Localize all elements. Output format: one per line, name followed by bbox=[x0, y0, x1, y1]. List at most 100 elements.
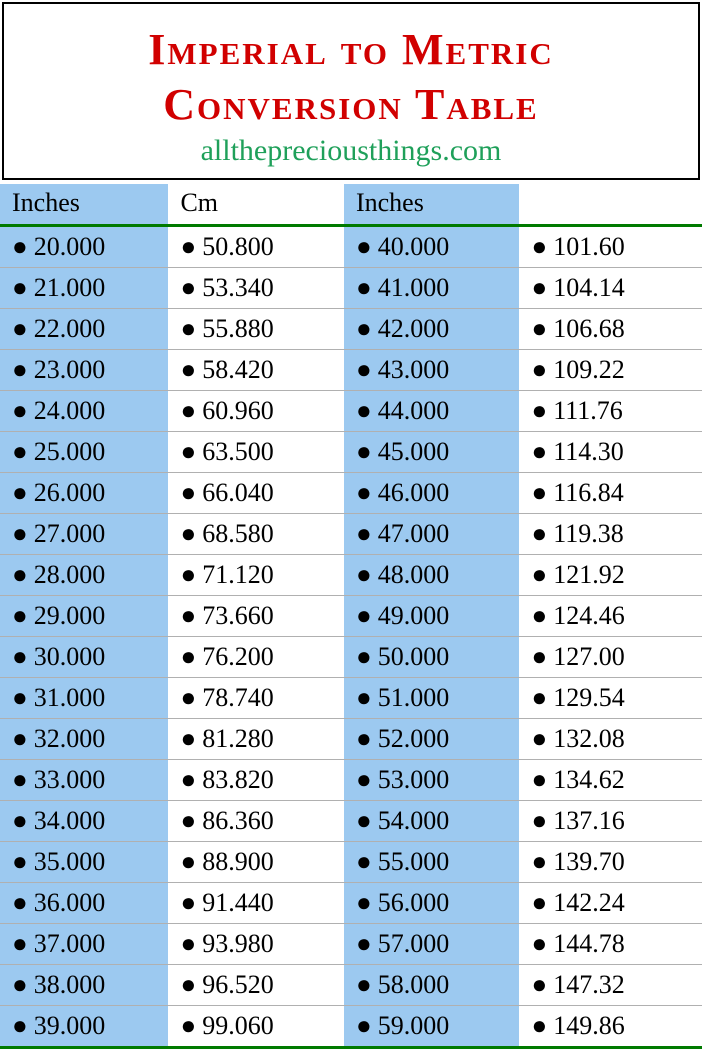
cell-value: 28.000 bbox=[34, 560, 106, 589]
bullet-icon: ● bbox=[356, 519, 372, 549]
bullet-icon: ● bbox=[356, 724, 372, 754]
table-cell: ●88.900 bbox=[168, 842, 344, 883]
cell-value: 88.900 bbox=[202, 847, 274, 876]
table-header: InchesCmInches bbox=[0, 184, 702, 226]
bullet-icon: ● bbox=[12, 765, 28, 795]
cell-value: 30.000 bbox=[34, 642, 106, 671]
cell-value: 78.740 bbox=[202, 683, 274, 712]
header-box: Imperial to Metric Conversion Table allt… bbox=[2, 2, 700, 180]
bullet-icon: ● bbox=[531, 724, 547, 754]
cell-value: 114.30 bbox=[553, 437, 624, 466]
bullet-icon: ● bbox=[531, 478, 547, 508]
bullet-icon: ● bbox=[12, 929, 28, 959]
cell-value: 109.22 bbox=[553, 355, 625, 384]
subtitle: allthepreciousthings.com bbox=[14, 134, 688, 168]
bullet-icon: ● bbox=[180, 478, 196, 508]
table-cell: ●25.000 bbox=[0, 432, 168, 473]
cell-value: 36.000 bbox=[34, 888, 106, 917]
table-row: ●30.000●76.200●50.000●127.00 bbox=[0, 637, 702, 678]
bullet-icon: ● bbox=[531, 765, 547, 795]
cell-value: 149.86 bbox=[553, 1011, 625, 1040]
cell-value: 99.060 bbox=[202, 1011, 274, 1040]
table-row: ●35.000●88.900●55.000●139.70 bbox=[0, 842, 702, 883]
cell-value: 49.000 bbox=[378, 601, 450, 630]
bullet-icon: ● bbox=[531, 437, 547, 467]
cell-value: 26.000 bbox=[34, 478, 106, 507]
cell-value: 33.000 bbox=[34, 765, 106, 794]
table-cell: ●57.000 bbox=[344, 924, 520, 965]
bullet-icon: ● bbox=[531, 519, 547, 549]
table-cell: ●39.000 bbox=[0, 1006, 168, 1048]
table-cell: ●37.000 bbox=[0, 924, 168, 965]
bullet-icon: ● bbox=[356, 601, 372, 631]
cell-value: 24.000 bbox=[34, 396, 106, 425]
table-cell: ●68.580 bbox=[168, 514, 344, 555]
cell-value: 116.84 bbox=[553, 478, 624, 507]
bullet-icon: ● bbox=[531, 355, 547, 385]
cell-value: 57.000 bbox=[378, 929, 450, 958]
table-cell: ●23.000 bbox=[0, 350, 168, 391]
table-cell: ●40.000 bbox=[344, 226, 520, 268]
bullet-icon: ● bbox=[356, 847, 372, 877]
cell-value: 86.360 bbox=[202, 806, 274, 835]
table-row: ●26.000●66.040●46.000●116.84 bbox=[0, 473, 702, 514]
cell-value: 54.000 bbox=[378, 806, 450, 835]
cell-value: 47.000 bbox=[378, 519, 450, 548]
table-cell: ●22.000 bbox=[0, 309, 168, 350]
table-row: ●33.000●83.820●53.000●134.62 bbox=[0, 760, 702, 801]
cell-value: 22.000 bbox=[34, 314, 106, 343]
table-cell: ●36.000 bbox=[0, 883, 168, 924]
cell-value: 59.000 bbox=[378, 1011, 450, 1040]
table-cell: ●48.000 bbox=[344, 555, 520, 596]
table-cell: ●56.000 bbox=[344, 883, 520, 924]
cell-value: 29.000 bbox=[34, 601, 106, 630]
bullet-icon: ● bbox=[12, 314, 28, 344]
cell-value: 56.000 bbox=[378, 888, 450, 917]
cell-value: 132.08 bbox=[553, 724, 625, 753]
table-cell: ●101.60 bbox=[519, 226, 702, 268]
cell-value: 38.000 bbox=[34, 970, 106, 999]
bullet-icon: ● bbox=[356, 888, 372, 918]
table-cell: ●147.32 bbox=[519, 965, 702, 1006]
table-cell: ●29.000 bbox=[0, 596, 168, 637]
cell-value: 50.800 bbox=[202, 232, 274, 261]
table-cell: ●83.820 bbox=[168, 760, 344, 801]
cell-value: 106.68 bbox=[553, 314, 625, 343]
table-cell: ●38.000 bbox=[0, 965, 168, 1006]
table-row: ●29.000●73.660●49.000●124.46 bbox=[0, 596, 702, 637]
table-cell: ●132.08 bbox=[519, 719, 702, 760]
table-cell: ●119.38 bbox=[519, 514, 702, 555]
bullet-icon: ● bbox=[12, 683, 28, 713]
bullet-icon: ● bbox=[12, 970, 28, 1000]
bullet-icon: ● bbox=[356, 765, 372, 795]
table-cell: ●71.120 bbox=[168, 555, 344, 596]
column-header: Cm bbox=[168, 184, 344, 226]
table-cell: ●106.68 bbox=[519, 309, 702, 350]
bullet-icon: ● bbox=[531, 888, 547, 918]
table-cell: ●91.440 bbox=[168, 883, 344, 924]
table-cell: ●149.86 bbox=[519, 1006, 702, 1048]
bullet-icon: ● bbox=[180, 642, 196, 672]
table-cell: ●31.000 bbox=[0, 678, 168, 719]
bullet-icon: ● bbox=[356, 970, 372, 1000]
table-row: ●39.000●99.060●59.000●149.86 bbox=[0, 1006, 702, 1048]
table-cell: ●53.000 bbox=[344, 760, 520, 801]
bullet-icon: ● bbox=[356, 683, 372, 713]
bullet-icon: ● bbox=[12, 519, 28, 549]
cell-value: 45.000 bbox=[378, 437, 450, 466]
bullet-icon: ● bbox=[531, 806, 547, 836]
table-cell: ●50.000 bbox=[344, 637, 520, 678]
cell-value: 37.000 bbox=[34, 929, 106, 958]
bullet-icon: ● bbox=[531, 1011, 547, 1041]
cell-value: 101.60 bbox=[553, 232, 625, 261]
table-cell: ●144.78 bbox=[519, 924, 702, 965]
bullet-icon: ● bbox=[356, 396, 372, 426]
bullet-icon: ● bbox=[531, 314, 547, 344]
table-row: ●37.000●93.980●57.000●144.78 bbox=[0, 924, 702, 965]
table-cell: ●35.000 bbox=[0, 842, 168, 883]
table-cell: ●116.84 bbox=[519, 473, 702, 514]
table-cell: ●134.62 bbox=[519, 760, 702, 801]
bullet-icon: ● bbox=[180, 806, 196, 836]
bullet-icon: ● bbox=[356, 232, 372, 262]
table-cell: ●51.000 bbox=[344, 678, 520, 719]
